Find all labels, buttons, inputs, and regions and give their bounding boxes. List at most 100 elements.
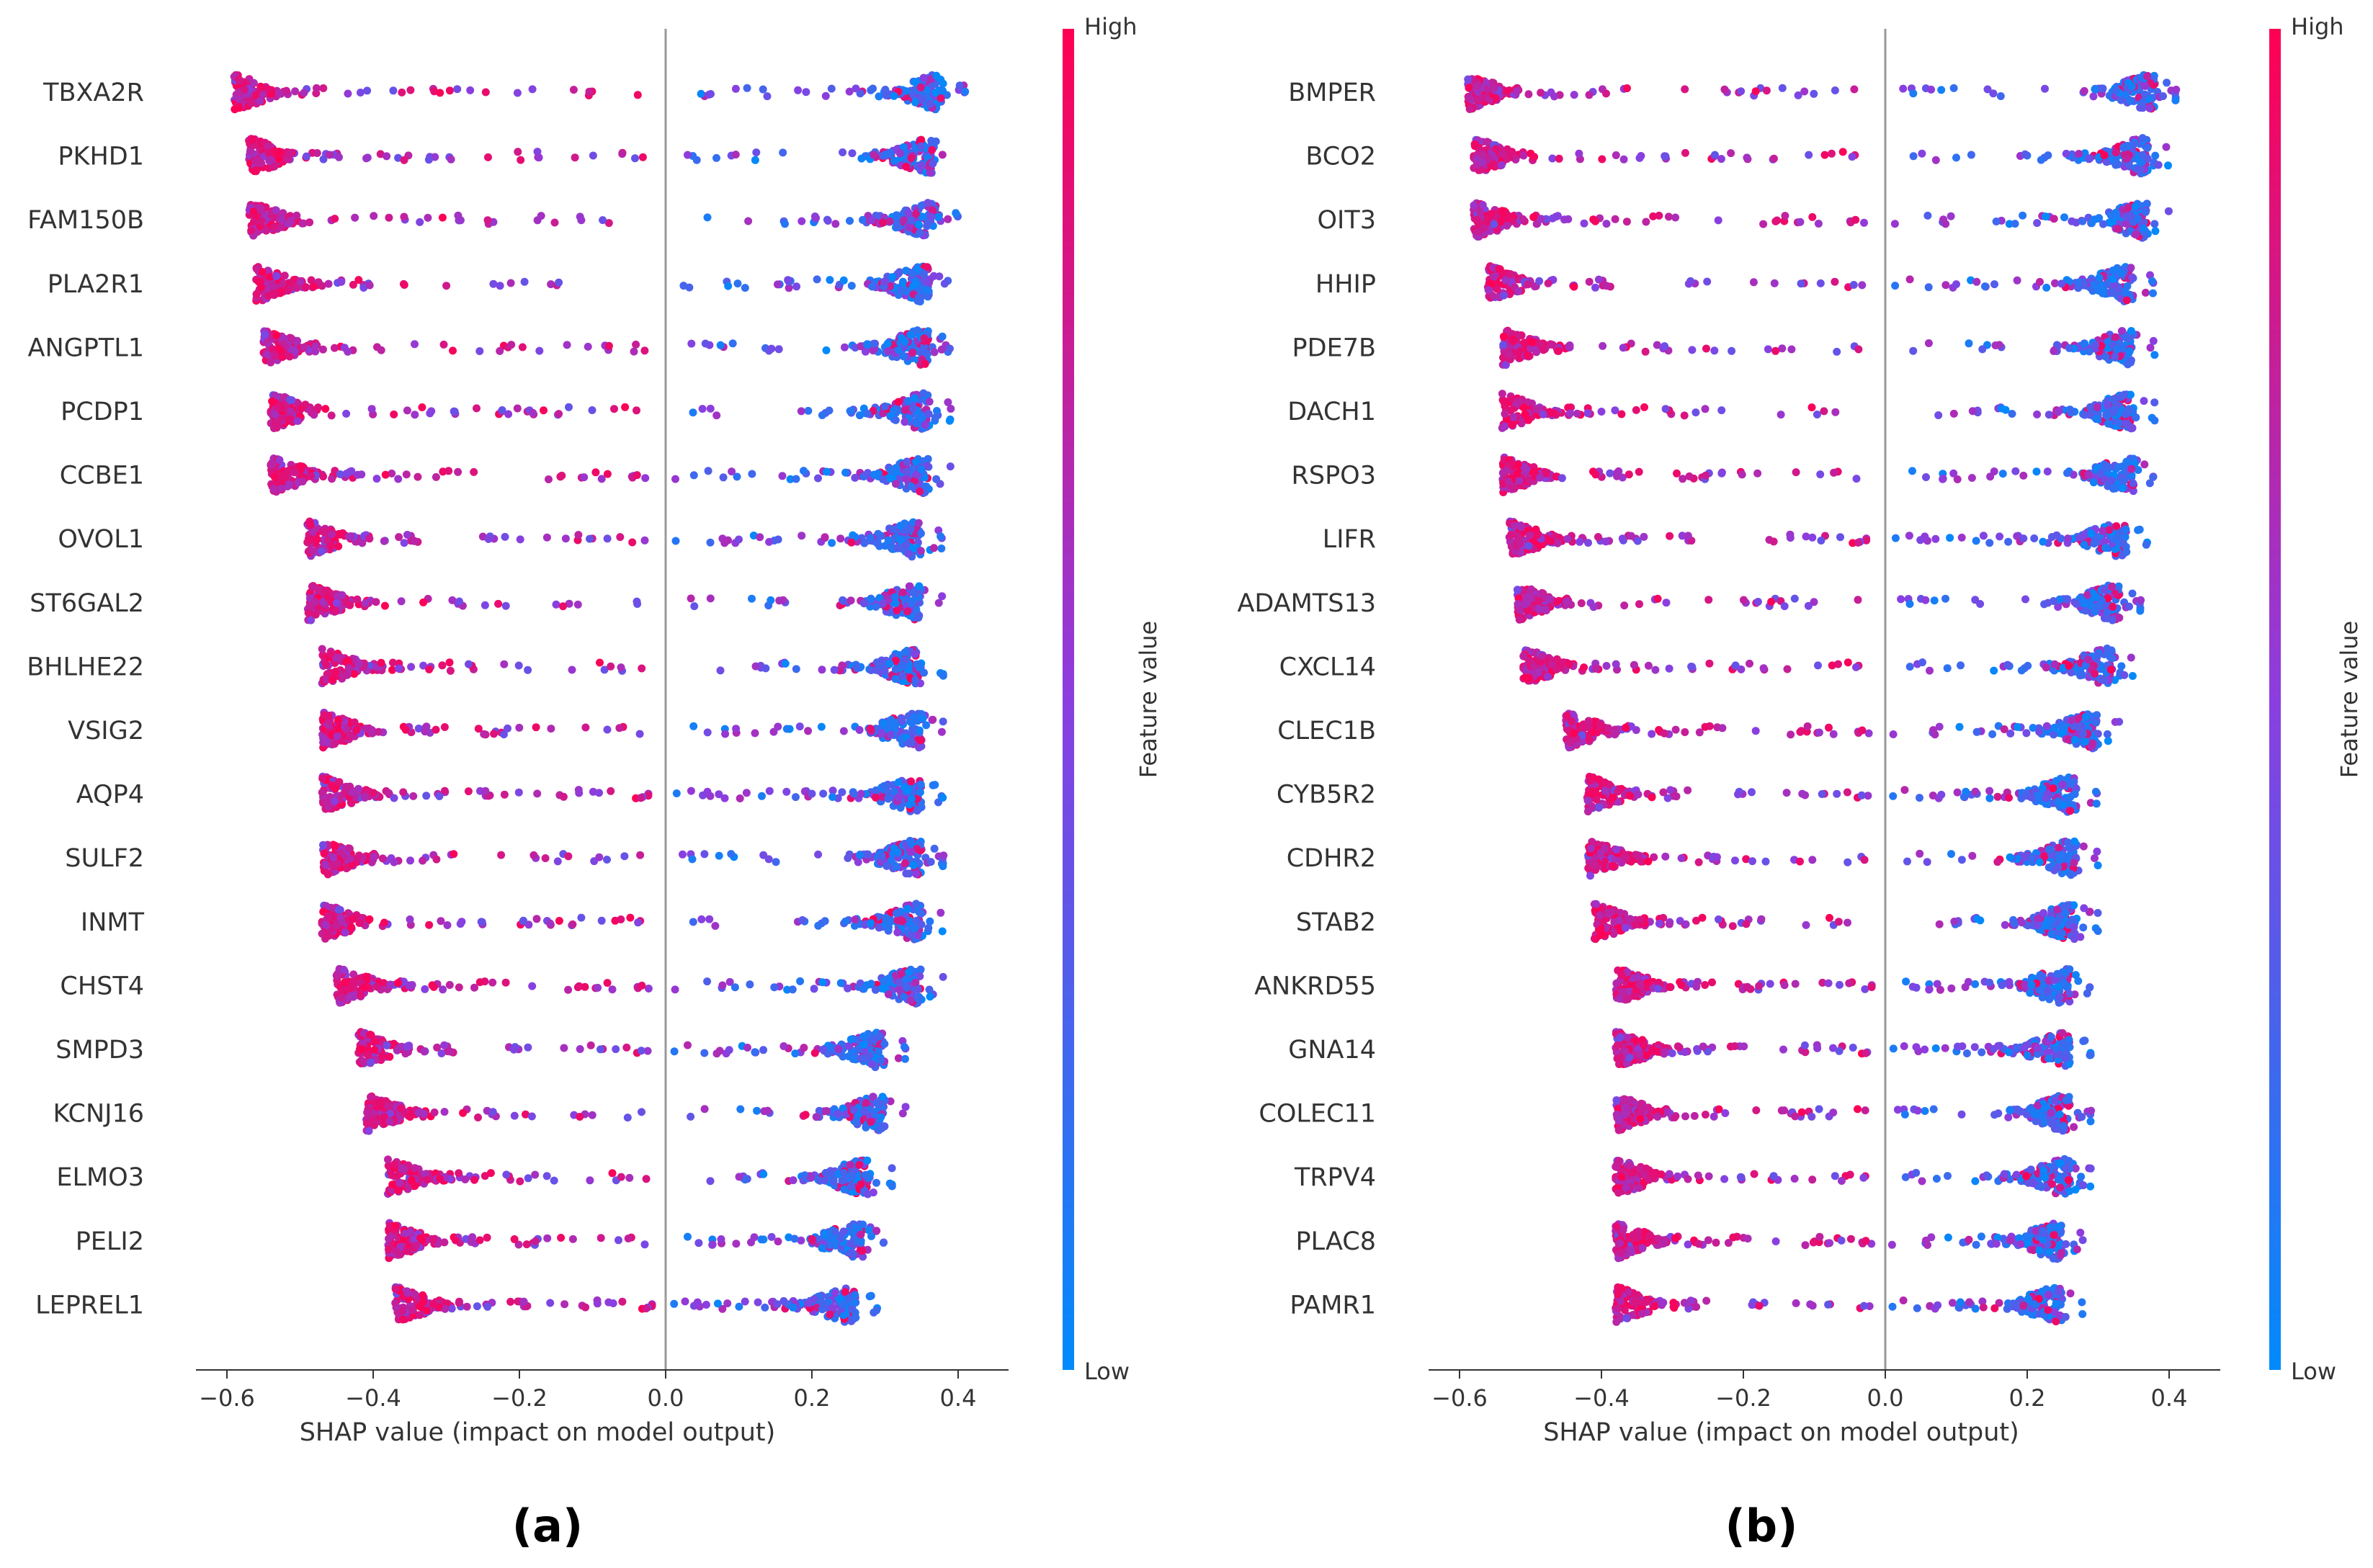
- shap-point: [439, 467, 447, 476]
- shap-point: [470, 983, 478, 992]
- shap-point: [461, 1175, 470, 1183]
- shap-point: [812, 214, 821, 223]
- shap-point: [932, 71, 941, 80]
- shap-point: [577, 913, 586, 922]
- shap-point: [324, 712, 333, 720]
- shap-point: [846, 1160, 854, 1169]
- shap-point: [552, 600, 560, 609]
- shap-point: [687, 1112, 695, 1121]
- feature-label-a: BHLHE22: [27, 653, 144, 681]
- shap-point: [765, 537, 774, 546]
- feature-row-a-bhlhe22: [318, 645, 947, 688]
- feature-row-a-ovol1: [303, 517, 946, 561]
- shap-point: [271, 289, 280, 297]
- shap-point: [848, 149, 857, 158]
- shap-point: [638, 664, 646, 673]
- shap-point: [839, 148, 847, 156]
- shap-point: [924, 410, 933, 418]
- shap-point: [486, 1169, 495, 1178]
- shap-point: [911, 978, 920, 987]
- shap-point: [917, 465, 926, 474]
- shap-point: [266, 272, 274, 281]
- shap-point: [688, 855, 697, 864]
- shap-point: [847, 1182, 856, 1191]
- shap-point: [269, 484, 278, 493]
- shap-point: [277, 413, 286, 422]
- shap-point: [275, 155, 284, 163]
- shap-point: [380, 601, 389, 610]
- shap-point: [524, 1043, 532, 1052]
- shap-point: [403, 406, 411, 415]
- shap-point: [914, 220, 923, 229]
- shap-point: [597, 475, 606, 483]
- shap-point: [561, 534, 570, 543]
- shap-point: [901, 1054, 909, 1063]
- shap-point: [501, 978, 510, 987]
- shap-point: [633, 471, 641, 480]
- shap-point: [262, 226, 271, 235]
- shap-point: [885, 660, 894, 668]
- shap-point: [687, 594, 695, 603]
- shap-point: [929, 206, 937, 215]
- shap-point: [586, 534, 594, 543]
- shap-point: [836, 534, 845, 543]
- shap-point: [385, 213, 393, 222]
- shap-point: [911, 394, 919, 403]
- shap-point: [724, 282, 733, 290]
- shap-point: [361, 599, 370, 607]
- shap-point: [560, 1300, 569, 1309]
- shap-point: [863, 340, 871, 349]
- shap-point: [440, 1041, 449, 1049]
- shap-point: [411, 340, 419, 349]
- shap-point: [341, 928, 349, 937]
- shap-point: [869, 84, 877, 93]
- shap-point: [620, 852, 629, 861]
- shap-point: [306, 521, 315, 529]
- shap-point: [916, 788, 924, 797]
- shap-point: [904, 397, 912, 406]
- shap-point: [449, 346, 457, 355]
- shap-point: [284, 155, 292, 163]
- shap-point: [756, 533, 764, 542]
- shap-point: [864, 1226, 873, 1235]
- shap-point: [890, 91, 898, 100]
- shap-point: [870, 151, 878, 159]
- shap-point: [841, 917, 849, 926]
- shap-point: [904, 968, 913, 977]
- shap-point: [715, 790, 723, 799]
- shap-point: [877, 851, 886, 860]
- shap-point: [388, 658, 397, 667]
- shap-point: [859, 985, 868, 993]
- shap-point: [829, 1175, 838, 1183]
- shap-point: [618, 150, 627, 158]
- shap-point: [256, 97, 264, 105]
- shap-point: [364, 1050, 372, 1059]
- shap-point: [324, 279, 333, 288]
- shap-point: [342, 409, 351, 418]
- shap-point: [798, 916, 807, 924]
- shap-point: [906, 838, 915, 847]
- feature-label-a: AQP4: [76, 781, 144, 810]
- shap-point: [785, 284, 793, 292]
- shap-point: [318, 547, 326, 555]
- shap-point: [597, 916, 606, 925]
- shap-point: [581, 982, 589, 991]
- shap-point: [875, 1032, 884, 1041]
- shap-point: [251, 166, 260, 174]
- shap-point: [319, 841, 327, 849]
- shap-point: [870, 339, 878, 348]
- shap-point: [391, 1222, 400, 1230]
- shap-point: [908, 719, 916, 727]
- shap-point: [633, 406, 640, 415]
- shap-point: [904, 550, 913, 558]
- shap-point: [866, 725, 875, 733]
- shap-point: [922, 721, 931, 730]
- shap-point: [270, 162, 279, 171]
- shap-point: [310, 598, 319, 606]
- shap-point: [939, 862, 947, 871]
- shap-point: [784, 276, 792, 285]
- shap-point: [422, 792, 431, 800]
- shap-point: [875, 92, 883, 101]
- shap-point: [448, 596, 457, 604]
- shap-point: [789, 1176, 797, 1185]
